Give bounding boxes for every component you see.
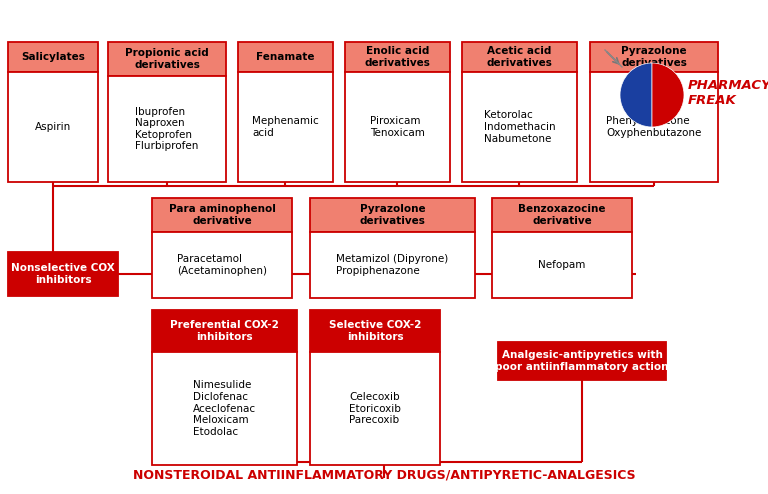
Text: Metamizol (Dipyrone)
Propiphenazone: Metamizol (Dipyrone) Propiphenazone (336, 254, 449, 276)
Text: Enolic acid
derivatives: Enolic acid derivatives (365, 46, 430, 68)
FancyBboxPatch shape (152, 198, 292, 232)
Text: Mephenamic
acid: Mephenamic acid (252, 116, 319, 138)
FancyBboxPatch shape (238, 72, 333, 182)
Text: Ibuprofen
Naproxen
Ketoprofen
Flurbiprofen: Ibuprofen Naproxen Ketoprofen Flurbiprof… (135, 107, 199, 151)
Text: Piroxicam
Tenoxicam: Piroxicam Tenoxicam (370, 116, 425, 138)
Text: Analgesic-antipyretics with
poor antiinflammatory action: Analgesic-antipyretics with poor antiinf… (495, 350, 669, 372)
Text: Phenylbutazone
Oxyphenbutazone: Phenylbutazone Oxyphenbutazone (606, 116, 702, 138)
Text: Celecoxib
Etoricoxib
Parecoxib: Celecoxib Etoricoxib Parecoxib (349, 392, 401, 425)
Text: Nimesulide
Diclofenac
Aceclofenac
Meloxicam
Etodolac: Nimesulide Diclofenac Aceclofenac Meloxi… (193, 380, 256, 437)
FancyBboxPatch shape (238, 42, 333, 72)
Text: Aspirin: Aspirin (35, 122, 71, 132)
Text: Para aminophenol
derivative: Para aminophenol derivative (168, 204, 276, 226)
FancyBboxPatch shape (498, 342, 666, 380)
FancyBboxPatch shape (492, 198, 632, 232)
FancyBboxPatch shape (462, 72, 577, 182)
Text: Selective COX-2
inhibitors: Selective COX-2 inhibitors (329, 320, 421, 342)
Text: Paracetamol
(Acetaminophen): Paracetamol (Acetaminophen) (177, 254, 267, 276)
Text: Acetic acid
derivatives: Acetic acid derivatives (487, 46, 552, 68)
FancyBboxPatch shape (108, 42, 226, 76)
Text: Ketorolac
Indomethacin
Nabumetone: Ketorolac Indomethacin Nabumetone (484, 110, 555, 144)
Text: Nefopam: Nefopam (538, 260, 586, 270)
Wedge shape (652, 63, 684, 127)
Text: NONSTEROIDAL ANTIINFLAMMATORY DRUGS/ANTIPYRETIC-ANALGESICS: NONSTEROIDAL ANTIINFLAMMATORY DRUGS/ANTI… (133, 468, 635, 482)
FancyBboxPatch shape (462, 42, 577, 72)
FancyBboxPatch shape (152, 352, 297, 465)
FancyBboxPatch shape (310, 352, 440, 465)
FancyBboxPatch shape (345, 72, 450, 182)
FancyBboxPatch shape (310, 310, 440, 352)
FancyBboxPatch shape (108, 76, 226, 182)
FancyBboxPatch shape (310, 232, 475, 298)
Text: Fenamate: Fenamate (257, 52, 315, 62)
FancyBboxPatch shape (492, 232, 632, 298)
Text: PHARMACY
FREAK: PHARMACY FREAK (688, 79, 768, 107)
FancyBboxPatch shape (8, 72, 98, 182)
Text: Pyrazolone
derivatives: Pyrazolone derivatives (359, 204, 425, 226)
Text: Benzoxazocine
derivative: Benzoxazocine derivative (518, 204, 606, 226)
FancyBboxPatch shape (345, 42, 450, 72)
FancyBboxPatch shape (310, 198, 475, 232)
FancyBboxPatch shape (152, 232, 292, 298)
Text: Preferential COX-2
inhibitors: Preferential COX-2 inhibitors (170, 320, 279, 342)
FancyBboxPatch shape (590, 42, 718, 72)
Text: Nonselective COX
inhibitors: Nonselective COX inhibitors (11, 263, 115, 285)
Text: Propionic acid
derivatives: Propionic acid derivatives (125, 48, 209, 70)
Text: Pyrazolone
derivatives: Pyrazolone derivatives (621, 46, 687, 68)
FancyBboxPatch shape (8, 42, 98, 72)
FancyBboxPatch shape (590, 72, 718, 182)
Wedge shape (620, 63, 652, 127)
FancyBboxPatch shape (152, 310, 297, 352)
Text: Salicylates: Salicylates (21, 52, 85, 62)
FancyBboxPatch shape (8, 252, 118, 296)
